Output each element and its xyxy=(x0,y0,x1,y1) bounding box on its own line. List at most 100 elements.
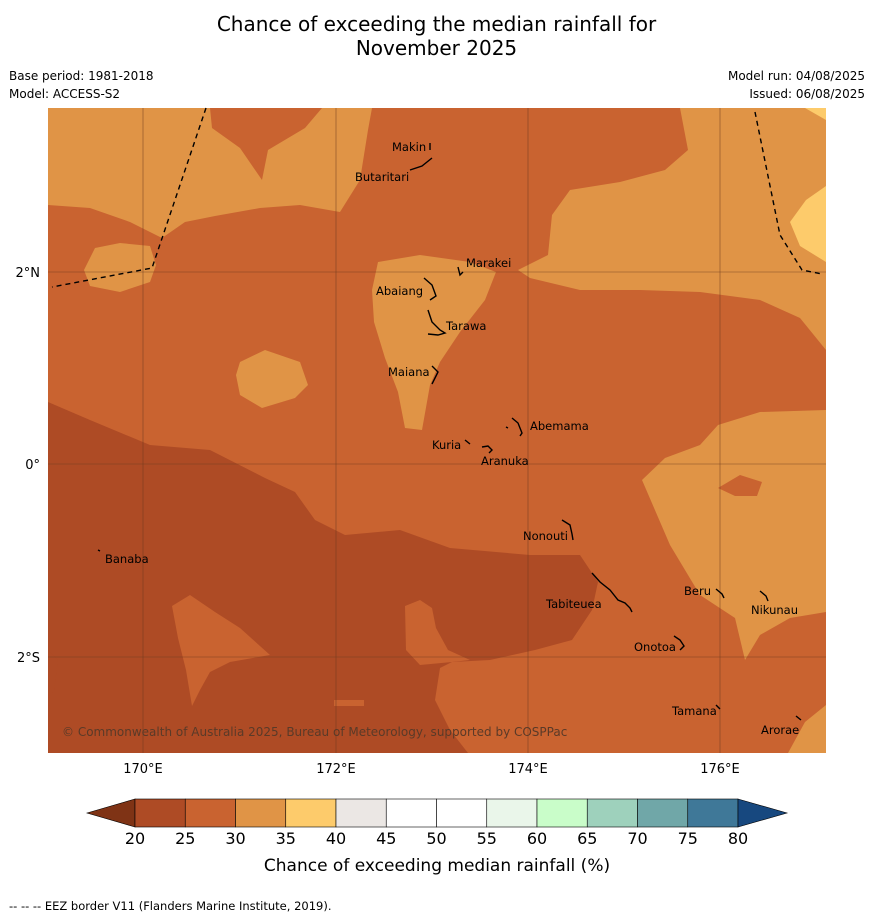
colorbar-high-arrow xyxy=(737,798,789,828)
banaba-outline xyxy=(97,549,101,552)
kuria-outline xyxy=(464,439,471,445)
marakei-outline xyxy=(457,266,464,277)
colorbar-tick-80: 80 xyxy=(728,829,748,848)
colorbar-cell-75 xyxy=(687,798,739,828)
tabiteuea-outline xyxy=(591,572,633,613)
label-tamana: Tamana xyxy=(671,704,717,718)
latitude-labels: 2°N 0° 2°S xyxy=(16,266,41,666)
abaiang-outline xyxy=(423,277,437,301)
colorbar-tick-25: 25 xyxy=(175,829,195,848)
lat-label-0: 0° xyxy=(25,458,40,473)
map-title: Chance of exceeding the median rainfall … xyxy=(0,12,873,60)
colorbar-cell-35 xyxy=(285,798,337,828)
eez-border-west xyxy=(51,107,207,288)
label-abaiang: Abaiang xyxy=(376,284,423,298)
colorbar: 20 25 30 35 40 45 50 55 60 65 70 75 80 Chance of exc… xyxy=(85,798,789,876)
colorbar-tick-30: 30 xyxy=(225,829,245,848)
label-nikunau: Nikunau xyxy=(751,603,798,617)
band-30-35-lower-right xyxy=(642,410,826,660)
lon-label-174: 174°E xyxy=(508,762,548,777)
colorbar-tick-45: 45 xyxy=(376,829,396,848)
label-tarawa: Tarawa xyxy=(445,319,486,333)
issued-date: Issued: 06/08/2025 xyxy=(749,87,865,101)
band-35-40-right xyxy=(790,186,826,262)
colorbar-tick-60: 60 xyxy=(527,829,547,848)
colorbar-cell-45 xyxy=(385,798,437,828)
colorbar-cells xyxy=(134,798,739,828)
eez-border-east xyxy=(754,111,823,275)
title-line-1: Chance of exceeding the median rainfall … xyxy=(216,12,657,36)
map-field xyxy=(48,108,826,753)
island-outlines xyxy=(97,143,802,721)
band-30-35-top-left xyxy=(48,108,372,238)
lat-label-2n: 2°N xyxy=(16,266,41,281)
graticule xyxy=(48,108,826,753)
tamana-outline xyxy=(715,704,721,710)
lon-label-170: 170°E xyxy=(123,762,163,777)
colorbar-cell-40 xyxy=(335,798,387,828)
nikunau-outline xyxy=(759,590,769,602)
model-run: Model run: 04/08/2025 xyxy=(727,69,865,83)
colorbar-cell-25 xyxy=(184,798,236,828)
copyright-text: © Commonwealth of Australia 2025, Bureau… xyxy=(62,725,567,739)
band-20-25-wedge xyxy=(48,650,58,700)
tarawa-outline xyxy=(427,309,447,336)
label-abemama: Abemama xyxy=(530,419,589,433)
meta-left: Base period: 1981-2018 Model: ACCESS-S2 xyxy=(9,67,154,103)
colorbar-tick-55: 55 xyxy=(477,829,497,848)
label-beru: Beru xyxy=(684,584,711,598)
colorbar-cell-20 xyxy=(134,798,186,828)
onotoa-outline xyxy=(673,635,685,651)
colorbar-cell-55 xyxy=(486,798,538,828)
band-25-30-finger-1 xyxy=(172,595,270,706)
model-name: Model: ACCESS-S2 xyxy=(9,87,121,101)
band-30-35-top-right xyxy=(518,108,826,350)
colorbar-label: Chance of exceeding median rainfall (%) xyxy=(264,856,610,876)
colorbar-tick-20: 20 xyxy=(125,829,145,848)
lon-label-176: 176°E xyxy=(700,762,740,777)
colorbar-cell-70 xyxy=(637,798,689,828)
label-arorae: Arorae xyxy=(761,723,799,737)
island-labels: Makin Butaritari Marakei Abaiang Tarawa … xyxy=(105,140,799,737)
eez-legend-note: -- -- -- EEZ border V11 (Flanders Marine… xyxy=(9,899,332,913)
colorbar-low-arrow xyxy=(85,798,136,828)
arorae-outline xyxy=(795,715,802,721)
meta-right: Model run: 04/08/2025 Issued: 06/08/2025 xyxy=(728,67,865,103)
band-25-30-finger-2 xyxy=(405,600,470,665)
aranuka-outline xyxy=(481,445,493,454)
band-30-35-left-blob xyxy=(84,243,156,292)
label-makin: Makin xyxy=(392,140,426,154)
band-35-40-top-corner xyxy=(805,108,826,120)
colorbar-tick-50: 50 xyxy=(426,829,446,848)
label-kuria: Kuria xyxy=(432,438,461,452)
abemama-outline xyxy=(505,417,523,437)
colorbar-tick-65: 65 xyxy=(577,829,597,848)
band-30-35-bottom-corner xyxy=(788,705,826,753)
label-tabiteuea: Tabiteuea xyxy=(545,597,602,611)
label-butaritari: Butaritari xyxy=(355,170,409,184)
makin-butaritari-outline xyxy=(409,143,433,171)
band-30-35-centre xyxy=(372,255,496,430)
nonouti-outline xyxy=(561,519,574,541)
lat-label-2s: 2°S xyxy=(17,651,40,666)
label-aranuka: Aranuka xyxy=(481,454,529,468)
colorbar-tick-35: 35 xyxy=(276,829,296,848)
eez-border xyxy=(51,107,823,288)
label-maiana: Maiana xyxy=(388,365,430,379)
base-period: Base period: 1981-2018 xyxy=(9,69,154,83)
colorbar-tick-70: 70 xyxy=(627,829,647,848)
label-marakei: Marakei xyxy=(466,256,511,270)
beru-outline xyxy=(715,588,725,599)
colorbar-ticks: 20 25 30 35 40 45 50 55 60 65 70 75 80 xyxy=(125,829,748,848)
label-nonouti: Nonouti xyxy=(523,529,568,543)
title-line-2: November 2025 xyxy=(355,36,518,60)
colorbar-cell-60 xyxy=(536,798,588,828)
band-25-30-sliver xyxy=(334,700,364,706)
band-30-35-blob-2 xyxy=(236,350,308,408)
maiana-outline xyxy=(431,365,439,385)
colorbar-tick-75: 75 xyxy=(678,829,698,848)
colorbar-cell-30 xyxy=(235,798,287,828)
label-banaba: Banaba xyxy=(105,552,149,566)
lon-label-172: 172°E xyxy=(316,762,356,777)
